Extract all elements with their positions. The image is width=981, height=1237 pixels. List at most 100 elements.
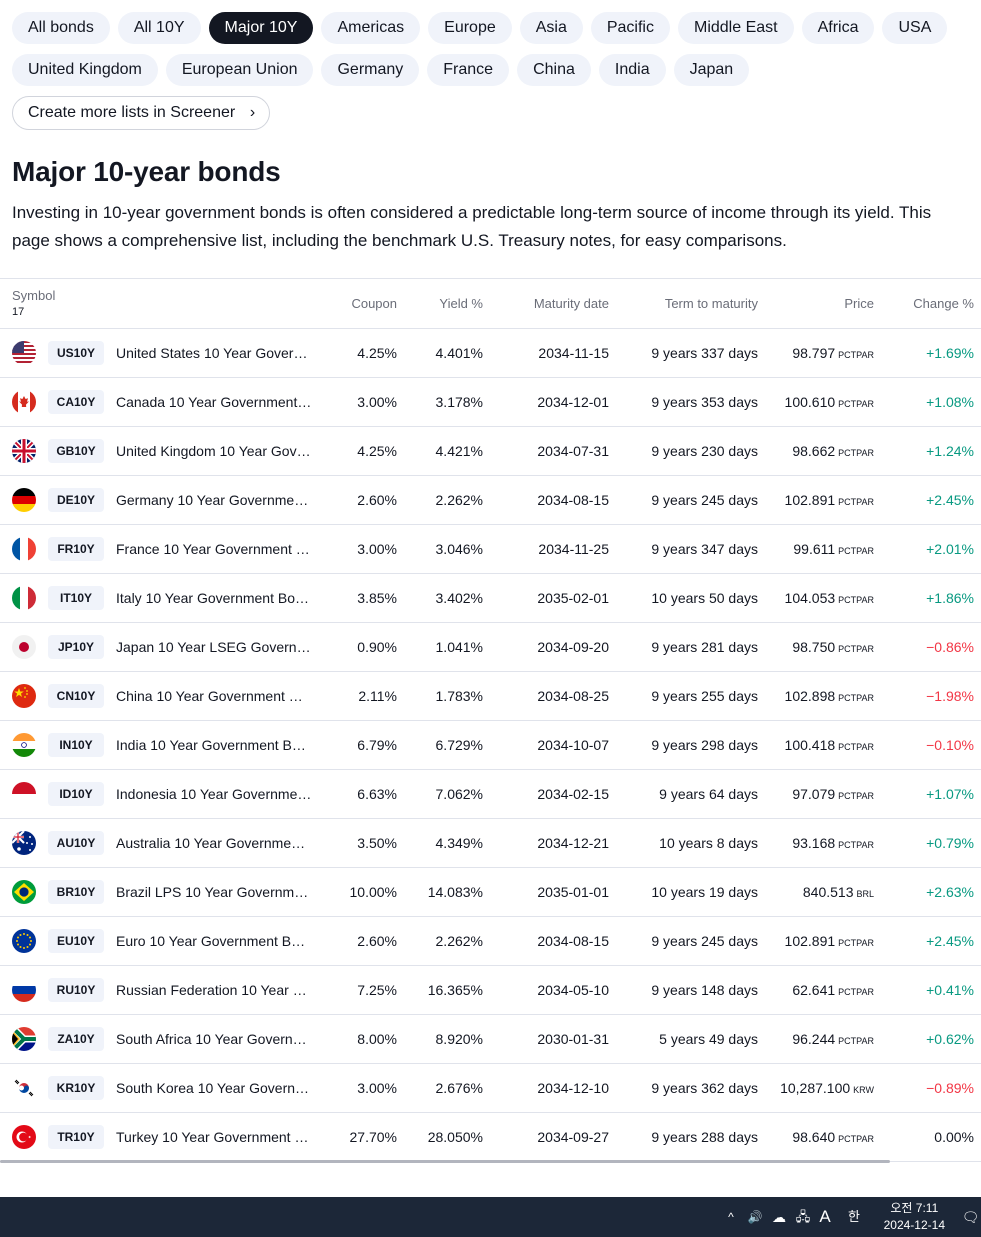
bond-name-link[interactable]: United Kingdom 10 Year Gov… (116, 443, 311, 459)
column-header-change[interactable]: Change % (913, 296, 974, 311)
filter-chip-pacific[interactable]: Pacific (590, 12, 670, 44)
gb-flag-icon (12, 439, 36, 463)
bond-name-link[interactable]: South Korea 10 Year Govern… (116, 1080, 310, 1096)
filter-chip-americas[interactable]: Americas (321, 12, 421, 44)
maturity-date-cell: 2034-08-15 (537, 933, 609, 949)
bond-name-link[interactable]: Russian Federation 10 Year G… (116, 982, 312, 998)
column-header-term-to-maturity[interactable]: Term to maturity (664, 296, 758, 311)
ticker-badge[interactable]: RU10Y (48, 978, 104, 1002)
filter-chip-africa[interactable]: Africa (801, 12, 875, 44)
bond-name-link[interactable]: South Africa 10 Year Govern… (116, 1031, 307, 1047)
price-cell: 840.513 BRL (803, 868, 874, 916)
table-row[interactable]: TR10Y Turkey 10 Year Government … 27.70% 28… (0, 1113, 981, 1162)
notification-center-icon[interactable]: 🗨 (961, 1209, 980, 1225)
table-row[interactable]: US10Y United States 10 Year Gover… 4.25% 4.… (0, 329, 981, 378)
table-row[interactable]: CA10Y Canada 10 Year Government … 3.00% 3.1… (0, 378, 981, 427)
onedrive-cloud-icon[interactable]: ☁ (772, 1209, 786, 1225)
table-row[interactable]: BR10Y Brazil LPS 10 Year Governme… 10.00% 1… (0, 868, 981, 917)
id-flag-icon (12, 782, 36, 806)
price-cell: 98.640 PCTPAR (792, 1113, 874, 1161)
ticker-badge[interactable]: ZA10Y (48, 1027, 104, 1051)
table-row[interactable]: CN10Y China 10 Year Government B… 2.11% 1.7… (0, 672, 981, 721)
bond-name-link[interactable]: Germany 10 Year Governmen… (116, 492, 312, 508)
filter-chip-european-union[interactable]: European Union (165, 54, 314, 86)
create-lists-in-screener-link[interactable]: Create more lists in Screener › (12, 96, 271, 130)
table-row[interactable]: ZA10Y South Africa 10 Year Govern… 8.00% 8.… (0, 1015, 981, 1064)
coupon-cell: 27.70% (349, 1129, 397, 1145)
filter-chip-europe[interactable]: Europe (428, 12, 512, 44)
filter-chip-united-kingdom[interactable]: United Kingdom (12, 54, 158, 86)
bond-name-link[interactable]: China 10 Year Government B… (116, 688, 312, 704)
korean-ime-icon[interactable]: 한 (848, 1209, 860, 1224)
filter-chip-middle-east[interactable]: Middle East (677, 12, 794, 44)
filter-chip-japan[interactable]: Japan (673, 54, 750, 86)
ticker-badge[interactable]: US10Y (48, 341, 104, 365)
change-cell: +0.41% (926, 982, 974, 998)
ticker-badge[interactable]: FR10Y (48, 537, 104, 561)
ticker-badge[interactable]: KR10Y (48, 1076, 104, 1100)
table-row[interactable]: IN10Y India 10 Year Government Bo… 6.79% 6.… (0, 721, 981, 770)
price-unit: PCTPAR (838, 448, 874, 458)
bond-name-link[interactable]: India 10 Year Government Bo… (116, 737, 312, 753)
ticker-badge[interactable]: TR10Y (48, 1125, 104, 1149)
table-row[interactable]: AU10Y Australia 10 Year Governmen… 3.50% 4.… (0, 819, 981, 868)
filter-chip-major-10y[interactable]: Major 10Y (208, 12, 314, 44)
bond-name-link[interactable]: United States 10 Year Gover… (116, 345, 308, 361)
ticker-badge[interactable]: GB10Y (48, 439, 104, 463)
bond-name-link[interactable]: France 10 Year Government … (116, 541, 310, 557)
table-row[interactable]: IT10Y Italy 10 Year Government Bo… 3.85% 3.… (0, 574, 981, 623)
ticker-badge[interactable]: DE10Y (48, 488, 104, 512)
filter-chip-asia[interactable]: Asia (519, 12, 583, 44)
table-row[interactable]: JP10Y Japan 10 Year LSEG Govern… 0.90% 1.04… (0, 623, 981, 672)
ime-mode-indicator[interactable]: A (819, 1207, 831, 1226)
table-row[interactable]: DE10Y Germany 10 Year Governmen… 2.60% 2.26… (0, 476, 981, 525)
bond-name-link[interactable]: Indonesia 10 Year Governme… (116, 786, 312, 802)
bond-name-link[interactable]: Brazil LPS 10 Year Governme… (116, 884, 312, 900)
bond-name-link[interactable]: Turkey 10 Year Government … (116, 1129, 309, 1145)
chevron-right-icon: › (249, 104, 256, 121)
ticker-badge[interactable]: ID10Y (48, 782, 104, 806)
bond-name-link[interactable]: Canada 10 Year Government … (116, 394, 312, 410)
ticker-badge[interactable]: CA10Y (48, 390, 104, 414)
filter-chip-all-10y[interactable]: All 10Y (117, 12, 201, 44)
column-header-price[interactable]: Price (844, 296, 874, 311)
ticker-badge[interactable]: BR10Y (48, 880, 104, 904)
filter-chip-india[interactable]: India (598, 54, 666, 86)
filter-chip-all-bonds[interactable]: All bonds (12, 12, 110, 44)
price-value: 62.641 (792, 982, 836, 998)
ticker-badge[interactable]: IT10Y (48, 586, 104, 610)
speaker-icon[interactable]: 🔊 (747, 1210, 763, 1224)
bond-name-link[interactable]: Australia 10 Year Governmen… (116, 835, 312, 851)
column-header-coupon[interactable]: Coupon (351, 296, 397, 311)
filter-chip-china[interactable]: China (517, 54, 591, 86)
table-header: Symbol 17 Coupon Yield % Maturity date T… (0, 279, 981, 329)
filter-chip-usa[interactable]: USA (882, 12, 948, 44)
price-unit: PCTPAR (838, 1134, 874, 1144)
filter-chip-france[interactable]: France (427, 54, 510, 86)
tray-overflow-chevron-icon[interactable]: ^ (728, 1210, 734, 1224)
jp-flag-icon (12, 635, 36, 659)
ticker-badge[interactable]: CN10Y (48, 684, 104, 708)
bond-name-link[interactable]: Japan 10 Year LSEG Govern… (116, 639, 311, 655)
table-row[interactable]: RU10Y Russian Federation 10 Year G… 7.25% 1… (0, 966, 981, 1015)
column-header-symbol[interactable]: Symbol (12, 288, 56, 303)
ticker-badge[interactable]: JP10Y (48, 635, 104, 659)
column-header-yield[interactable]: Yield % (439, 296, 483, 311)
table-row[interactable]: GB10Y United Kingdom 10 Year Gov… 4.25% 4.4… (0, 427, 981, 476)
network-icon[interactable]: 🖧 (795, 1209, 811, 1224)
price-value: 93.168 (792, 835, 836, 851)
bond-name-link[interactable]: Italy 10 Year Government Bo… (116, 590, 309, 606)
table-row[interactable]: KR10Y South Korea 10 Year Govern… 3.00% 2.6… (0, 1064, 981, 1113)
filter-chip-germany[interactable]: Germany (321, 54, 420, 86)
ticker-badge[interactable]: EU10Y (48, 929, 104, 953)
bond-name-link[interactable]: Euro 10 Year Government Bo… (116, 933, 312, 949)
table-row[interactable]: ID10Y Indonesia 10 Year Governme… 6.63% 7.0… (0, 770, 981, 819)
taskbar-clock[interactable]: 오전 7:11 2024-12-14 (884, 1200, 945, 1234)
table-row[interactable]: FR10Y France 10 Year Government … 3.00% 3.0… (0, 525, 981, 574)
ticker-badge[interactable]: AU10Y (48, 831, 104, 855)
ticker-badge[interactable]: IN10Y (48, 733, 104, 757)
horizontal-scrollbar[interactable] (0, 1160, 890, 1163)
term-to-maturity-cell: 9 years 347 days (651, 541, 758, 557)
table-row[interactable]: EU10Y Euro 10 Year Government Bo… 2.60% 2.2… (0, 917, 981, 966)
column-header-maturity-date[interactable]: Maturity date (533, 296, 609, 311)
